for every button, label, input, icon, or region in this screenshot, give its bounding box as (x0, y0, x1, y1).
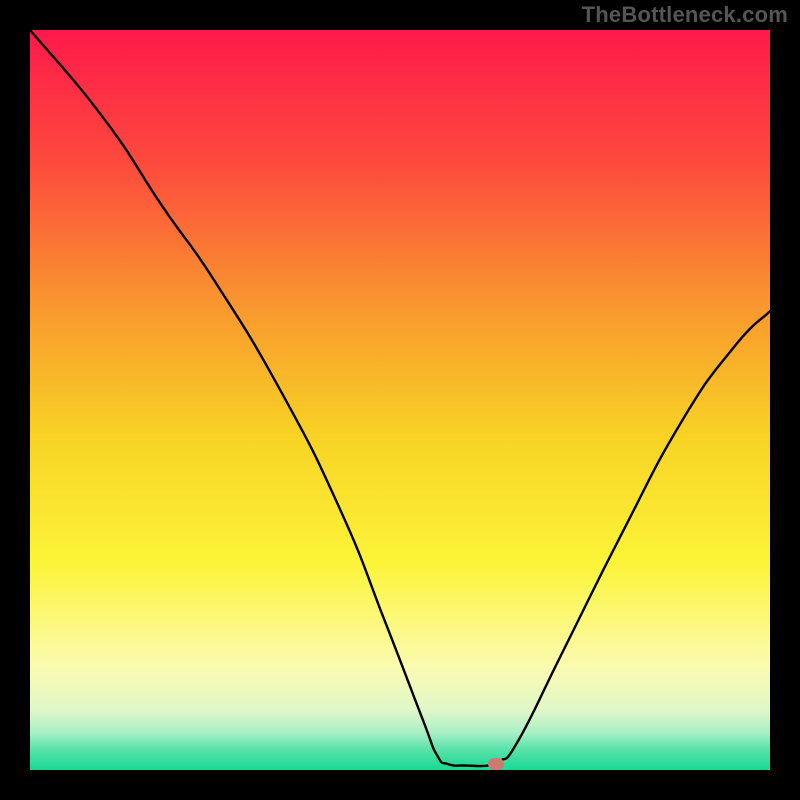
chart-frame: TheBottleneck.com (0, 0, 800, 800)
optimal-marker (488, 758, 504, 770)
watermark-label: TheBottleneck.com (582, 2, 788, 28)
bottleneck-chart (30, 30, 770, 770)
